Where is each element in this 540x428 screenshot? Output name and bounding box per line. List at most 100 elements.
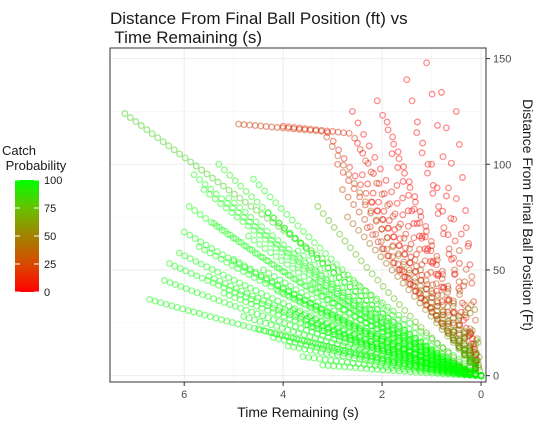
data-point [382,176,390,184]
data-point [236,296,244,304]
data-point [350,185,358,193]
data-point [405,275,413,283]
data-point [374,345,382,353]
data-point [227,282,235,290]
data-point [236,194,244,202]
data-point [275,265,283,272]
data-point [339,306,347,313]
data-point [309,323,317,331]
data-point [280,290,288,298]
data-point [284,249,292,257]
data-point [362,157,370,165]
data-point [466,325,474,333]
data-point [405,325,413,333]
data-point [417,352,425,360]
data-point [192,162,200,170]
data-point [341,306,349,314]
data-point [438,357,446,365]
data-point [291,305,298,312]
data-point [442,192,450,200]
data-point [206,313,214,321]
data-point [291,250,299,258]
data-point [278,245,286,253]
data-point [461,351,469,358]
data-point [477,372,485,380]
data-point [258,210,266,218]
data-point [352,288,360,295]
data-point [466,370,474,378]
data-point [264,209,272,217]
data-point [322,270,330,278]
data-point [289,306,297,314]
data-point [400,234,408,242]
data-point [242,293,250,301]
data-point [284,342,292,350]
trajectory-9 [200,186,485,380]
data-point [279,124,287,132]
data-point [405,337,413,345]
data-point [466,368,474,376]
trajectory-21 [259,266,485,380]
data-point [201,246,209,254]
data-point [412,362,420,370]
data-point [407,253,415,261]
data-point [394,348,402,356]
data-point [444,362,452,370]
data-point [439,311,447,319]
data-point [422,354,430,362]
data-point [434,291,442,299]
data-point [377,323,385,331]
data-point [369,344,377,351]
data-point [450,367,458,375]
data-point [447,255,455,263]
data-point [428,365,436,373]
data-point [471,364,479,372]
data-point [422,295,430,303]
data-point [455,344,463,351]
data-point [362,354,370,361]
data-point [375,198,382,206]
data-point [251,324,258,332]
data-point [137,122,145,130]
data-point [455,314,463,322]
data-point [417,276,425,284]
data-point [466,358,474,366]
data-point [352,334,360,342]
data-point [415,232,423,240]
data-point [292,235,300,242]
data-point [434,315,442,323]
data-point [443,326,451,334]
data-point [180,228,188,236]
data-point [248,193,256,201]
data-point [274,282,282,290]
data-point [433,366,441,373]
data-point [335,348,343,356]
data-point [394,344,402,352]
data-point [428,294,436,301]
data-point [338,284,346,291]
trajectory-46 [388,150,485,380]
data-point [333,279,341,287]
data-point [412,345,420,353]
data-point [285,246,293,253]
data-point [346,363,354,371]
data-point [383,234,391,242]
data-point [377,301,385,309]
data-point [455,371,463,379]
data-point [456,321,464,329]
data-point [438,291,446,299]
data-point [461,362,469,370]
data-point [389,361,397,368]
data-point [383,327,391,335]
data-point [345,293,353,301]
data-point [477,372,485,380]
data-point [395,328,403,336]
data-point [330,307,338,315]
data-point [474,339,482,347]
data-point [345,319,353,327]
data-point [405,352,413,360]
data-point [405,339,413,347]
data-point [455,368,463,376]
legend-title-line-2: Probability [2,158,67,173]
